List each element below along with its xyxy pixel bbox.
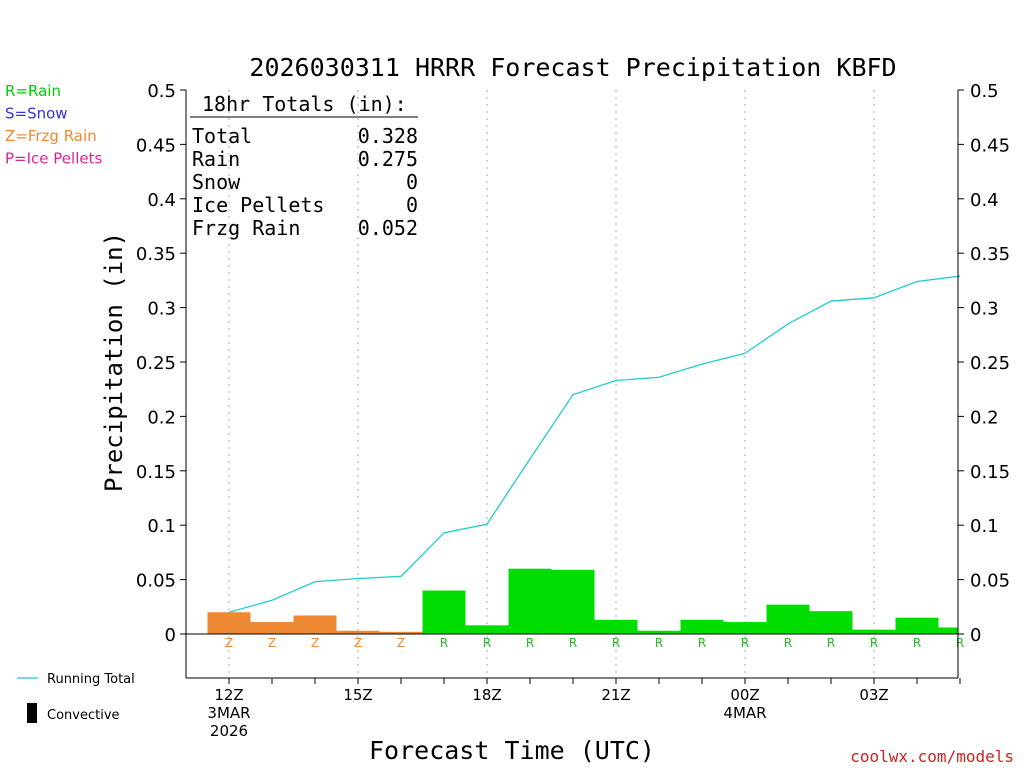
precip-bar [207, 612, 251, 634]
y-axis-label: Precipitation (in) [100, 232, 128, 492]
bar-series [207, 568, 958, 634]
y-ticks-right: 0 0.05 0.1 0.15 0.2 0.25 0.3 0.35 0.4 0.45 0.5 [958, 81, 1010, 646]
x-axis-label: Forecast Time (UTC) [369, 736, 655, 765]
legend-entry: P=Ice Pellets [5, 150, 102, 168]
precip-type-label: R [612, 636, 620, 650]
precip-bar [938, 627, 958, 634]
precip-type-label: R [698, 636, 706, 650]
precip-bar [250, 622, 294, 634]
x-tick-label: 2026 [210, 722, 248, 740]
y-tick-label-right: 0.5 [970, 81, 999, 102]
precip-bar [465, 625, 509, 634]
precip-type-label: R [870, 636, 878, 650]
precip-type-label: Z [354, 636, 362, 650]
totals-row-label: Rain [192, 147, 240, 171]
precip-type-label: R [956, 636, 964, 650]
totals-row-label: Frzg Rain [192, 216, 300, 240]
precip-bar [852, 629, 896, 634]
precip-type-label: R [483, 636, 491, 650]
totals-panel: 18hr Totals (in): Total 0.328 Rain 0.275 Sno… [190, 92, 418, 240]
precip-bar [594, 619, 638, 634]
precip-type-label: R [827, 636, 835, 650]
y-tick-label-right: 0.25 [970, 353, 1010, 374]
y-tick-label-right: 0.3 [970, 299, 999, 320]
totals-row-value: 0 [406, 170, 418, 194]
totals-row-value: 0.328 [358, 124, 418, 148]
site-credit: coolwx.com/models [850, 747, 1014, 766]
y-tick-label-right: 0.35 [970, 244, 1010, 265]
precip-type-label: R [526, 636, 534, 650]
y-tick-label-left: 0.1 [147, 516, 176, 537]
vertical-gridlines [228, 90, 875, 678]
precip-bar [336, 630, 380, 634]
y-tick-label-left: 0.45 [136, 135, 176, 156]
precip-bar [766, 604, 810, 634]
y-tick-label-left: 0.2 [147, 407, 176, 428]
precip-type-label: R [440, 636, 448, 650]
precip-type-label: Z [311, 636, 319, 650]
precip-type-label: Z [225, 636, 233, 650]
precip-bar [422, 590, 466, 634]
x-tick-label: 15Z [343, 686, 372, 704]
precip-type-label: Z [268, 636, 276, 650]
precip-bar [293, 615, 337, 634]
chart-title: 2026030311 HRRR Forecast Precipitation K… [249, 53, 896, 82]
precip-type-label: Z [397, 636, 405, 650]
y-tick-label-left: 0.5 [147, 81, 176, 102]
x-tick-label: 18Z [472, 686, 501, 704]
x-tick-label: 12Z [214, 686, 243, 704]
x-tick-label: 03Z [859, 686, 888, 704]
precip-type-label: R [741, 636, 749, 650]
precip-bar [723, 622, 767, 634]
y-ticks-left: 0 0.05 0.1 0.15 0.2 0.25 0.3 0.35 0.4 0.45 0.5 [136, 81, 186, 646]
x-tick-label: 00Z [730, 686, 759, 704]
precip-bar [895, 617, 939, 634]
x-tick-label: 4MAR [723, 704, 766, 722]
y-tick-label-right: 0.45 [970, 135, 1010, 156]
y-tick-label-left: 0 [165, 625, 176, 646]
legend-entry: R=Rain [5, 82, 61, 100]
totals-row-label: Snow [192, 170, 241, 194]
y-tick-label-left: 0.15 [136, 462, 176, 483]
running-total-legend-label: Running Total [47, 672, 135, 687]
totals-row-value: 0.275 [358, 147, 418, 171]
y-tick-label-left: 0.4 [147, 190, 176, 211]
totals-row-value: 0.052 [358, 216, 418, 240]
x-tick-label: 21Z [601, 686, 630, 704]
precip-type-label: R [784, 636, 792, 650]
convective-legend-swatch [27, 703, 37, 723]
y-tick-label-right: 0.15 [970, 462, 1010, 483]
y-tick-label-right: 0.1 [970, 516, 999, 537]
y-tick-label-right: 0.4 [970, 190, 999, 211]
y-tick-label-right: 0.2 [970, 407, 999, 428]
totals-row-value: 0 [406, 193, 418, 217]
precip-type-label: R [569, 636, 577, 650]
precip-type-legend: R=Rain S=Snow Z=Frzg Rain P=Ice Pellets [5, 82, 102, 168]
convective-legend-label: Convective [47, 708, 120, 723]
precip-bar [508, 568, 552, 634]
y-tick-label-right: 0 [970, 625, 981, 646]
legend-entry: S=Snow [5, 105, 68, 123]
totals-header: 18hr Totals (in): [202, 92, 407, 116]
legend-entry: Z=Frzg Rain [5, 127, 97, 145]
totals-row-label: Total [192, 124, 252, 148]
precip-type-label: R [655, 636, 663, 650]
totals-row-label: Ice Pellets [192, 193, 324, 217]
y-tick-label-left: 0.25 [136, 353, 176, 374]
precip-bar [551, 569, 595, 634]
precip-type-label: R [913, 636, 921, 650]
precip-bar [809, 611, 853, 634]
running-total-line [228, 275, 961, 613]
precip-bar [637, 630, 681, 634]
precip-bar [379, 631, 423, 634]
precip-bar [680, 619, 724, 634]
y-tick-label-left: 0.05 [136, 571, 176, 592]
x-tick-label: 3MAR [207, 704, 250, 722]
y-tick-label-right: 0.05 [970, 571, 1010, 592]
y-tick-label-left: 0.35 [136, 244, 176, 265]
y-tick-label-left: 0.3 [147, 299, 176, 320]
